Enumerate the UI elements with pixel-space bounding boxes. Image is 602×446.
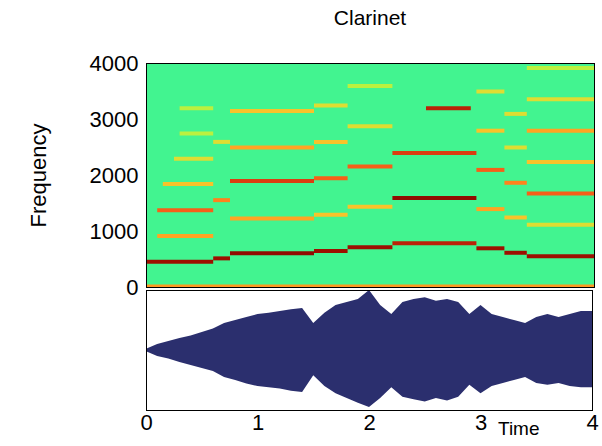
svg-text:1000: 1000	[90, 219, 139, 244]
svg-text:Frequency: Frequency	[26, 124, 51, 228]
svg-text:0: 0	[126, 275, 138, 300]
svg-text:3000: 3000	[90, 107, 139, 132]
svg-text:2: 2	[363, 410, 375, 435]
svg-text:1: 1	[252, 410, 264, 435]
svg-text:4000: 4000	[90, 51, 139, 76]
svg-text:2000: 2000	[90, 163, 139, 188]
svg-text:0: 0	[140, 410, 152, 435]
svg-text:3: 3	[475, 410, 487, 435]
html-text:Time: Time	[498, 418, 540, 439]
html-text:Clarinet: Clarinet	[333, 6, 407, 29]
svg-text:4: 4	[586, 410, 598, 435]
